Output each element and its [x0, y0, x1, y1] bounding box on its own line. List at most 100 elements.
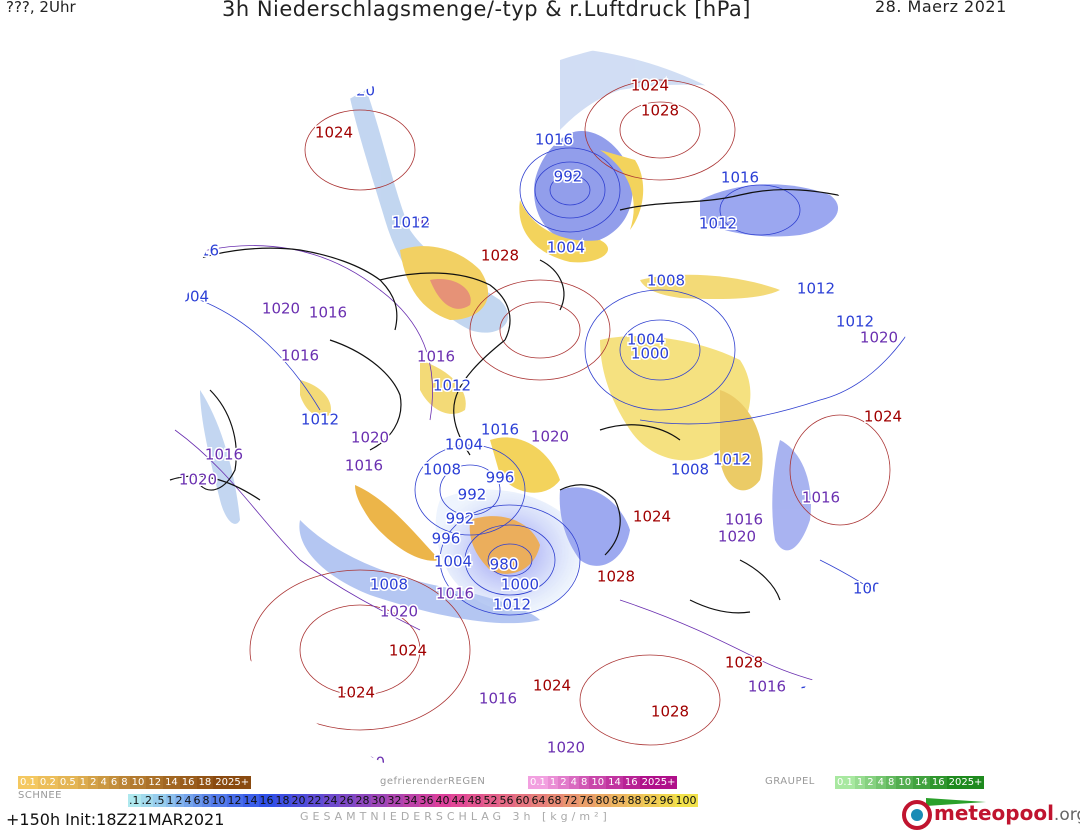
- legend-swatch: 18: [196, 776, 214, 789]
- isobar-label: 1020: [718, 528, 756, 546]
- legend-swatch: 1: [77, 776, 89, 789]
- isobar-label: 1004: [171, 288, 209, 306]
- legend-swatch: 14: [242, 794, 259, 807]
- legend-swatch: 2025+: [639, 776, 678, 789]
- legend-swatch: 76: [578, 794, 595, 807]
- snow-label: SCHNEE: [18, 790, 62, 801]
- legend-swatch: 26: [338, 794, 355, 807]
- polar-precipitation-map: 1016 1020 1024 1028 1024 1020 1016 992 1004 1028 1…: [165, 47, 915, 772]
- legend-swatch: .2: [140, 794, 153, 807]
- isobar-label: 1028: [651, 703, 689, 721]
- meteopool-brand[interactable]: meteopool.org: [902, 800, 1080, 832]
- isobar-label: 1024: [633, 508, 671, 526]
- isobar-label: 1012: [433, 377, 471, 395]
- isobar-label: 1012: [301, 411, 339, 429]
- legend-swatch: 0.1: [18, 776, 38, 789]
- isobar-label: 1016: [535, 131, 573, 149]
- isobar-label: 1020: [337, 82, 375, 100]
- legend-swatch: 6: [192, 794, 202, 807]
- legend-swatch: 16: [929, 776, 947, 789]
- legend-swatch: 84: [610, 794, 627, 807]
- isobar-label: 1012: [836, 313, 874, 331]
- legend-swatch: 2025+: [213, 776, 252, 789]
- isobar-label: 1016: [345, 457, 383, 475]
- legend-swatch: 4: [568, 776, 580, 789]
- legend-swatch: 14: [913, 776, 930, 789]
- isobar-label: 1024: [533, 677, 571, 695]
- isobar-label: 1016: [181, 242, 219, 260]
- legend-swatch: 16: [179, 776, 197, 789]
- isobar-label: 1012: [493, 596, 531, 614]
- legend-swatch: 8: [201, 794, 211, 807]
- isobar-label: 1020: [351, 429, 389, 447]
- isobar-label: 1012: [392, 214, 430, 232]
- isobar-label: 1024: [631, 77, 669, 95]
- isobar-label: 1020: [860, 329, 898, 347]
- isobar-label: 1008: [671, 461, 709, 479]
- isobar-label: 1016: [417, 348, 455, 366]
- graupel-scale: 0.1 1 2 4 8 10 14 16 2025+: [835, 776, 985, 789]
- isobar-label: 1016: [436, 585, 474, 603]
- isobar-label: 996: [432, 530, 461, 548]
- legend-swatch: 80: [594, 794, 611, 807]
- isobar-label: 992: [446, 510, 475, 528]
- legend-swatch: 1: [165, 794, 175, 807]
- freezing-rain-scale: 0.1 1 2 4 8 10 14 16 2025+: [528, 776, 678, 789]
- isobar-label: 1020: [380, 603, 418, 621]
- legend-swatch: 2: [174, 794, 184, 807]
- isobar-label: 980: [490, 556, 519, 574]
- forecast-date: 28. Maerz 2021: [875, 0, 1007, 16]
- isobar-label: 1004: [547, 239, 585, 257]
- legend-swatch: 4: [875, 776, 887, 789]
- legend-swatch: 10: [896, 776, 914, 789]
- legend-swatch: 0.5: [57, 776, 78, 789]
- freezing-rain-label: gefrierenderREGEN: [380, 776, 486, 787]
- isobar-label: 1028: [597, 568, 635, 586]
- isobar-label: 1004: [627, 331, 665, 349]
- legend-swatch: 30: [370, 794, 387, 807]
- isobar-label: 1016: [205, 446, 243, 464]
- graupel-label: GRAUPEL: [765, 776, 815, 787]
- isobar-label: 1024: [389, 642, 427, 660]
- coastlines: [169, 188, 911, 614]
- legend-swatch: 4: [98, 776, 109, 789]
- legend-swatch: .5: [153, 794, 166, 807]
- scale-end-wedge-icon: [926, 798, 986, 806]
- brand-tld: .org: [1053, 805, 1080, 825]
- snow-scale: 0.1 0.2 0.5 1 2 4 6 8 10 12 14 16 18 2025+: [18, 776, 252, 789]
- legend-swatch: 0.1: [835, 776, 855, 789]
- map-disc: [165, 47, 915, 772]
- map-title: 3h Niederschlagsmenge/-typ & r.Luftdruck…: [222, 0, 751, 21]
- legend-swatch: 24: [322, 794, 339, 807]
- isobar-label: 1016: [481, 421, 519, 439]
- isobar-label: 1016: [479, 690, 517, 708]
- legend-swatch: 16: [622, 776, 640, 789]
- init-time-label: +150h Init:18Z21MAR2021: [6, 810, 225, 829]
- meteopool-logo-icon: [902, 800, 932, 830]
- legend-swatch: 2025+: [946, 776, 985, 789]
- isobar-label: 1012: [713, 451, 751, 469]
- legend-swatch: 40: [434, 794, 451, 807]
- isobar-label: 1020: [547, 739, 585, 757]
- isobar-label: 1004: [445, 436, 483, 454]
- isobar-lines: [169, 79, 911, 746]
- isobar-label: 1016: [721, 169, 759, 187]
- forecast-hour-label: ???, 2Uhr: [6, 0, 76, 16]
- legend-swatch: 10: [129, 776, 147, 789]
- isobar-label: 1020: [347, 754, 385, 772]
- legend-swatch: 92: [642, 794, 659, 807]
- isobar-label: 1020: [531, 428, 569, 446]
- legend-swatch: 64: [530, 794, 547, 807]
- isobar-label: 1016: [309, 304, 347, 322]
- legend-swatch: 32: [386, 794, 403, 807]
- isobar-label: 992: [458, 486, 487, 504]
- legend-swatch: 10: [589, 776, 607, 789]
- isobar-label: 1008: [647, 272, 685, 290]
- legend-swatch: 8: [119, 776, 130, 789]
- isobar-label: 1028: [641, 102, 679, 120]
- legend-swatch: 100: [674, 794, 698, 807]
- legend-swatch: 56: [498, 794, 515, 807]
- legend-swatch: 2: [88, 776, 99, 789]
- legend-swatch: 28: [354, 794, 371, 807]
- legend-swatch: 0.2: [37, 776, 58, 789]
